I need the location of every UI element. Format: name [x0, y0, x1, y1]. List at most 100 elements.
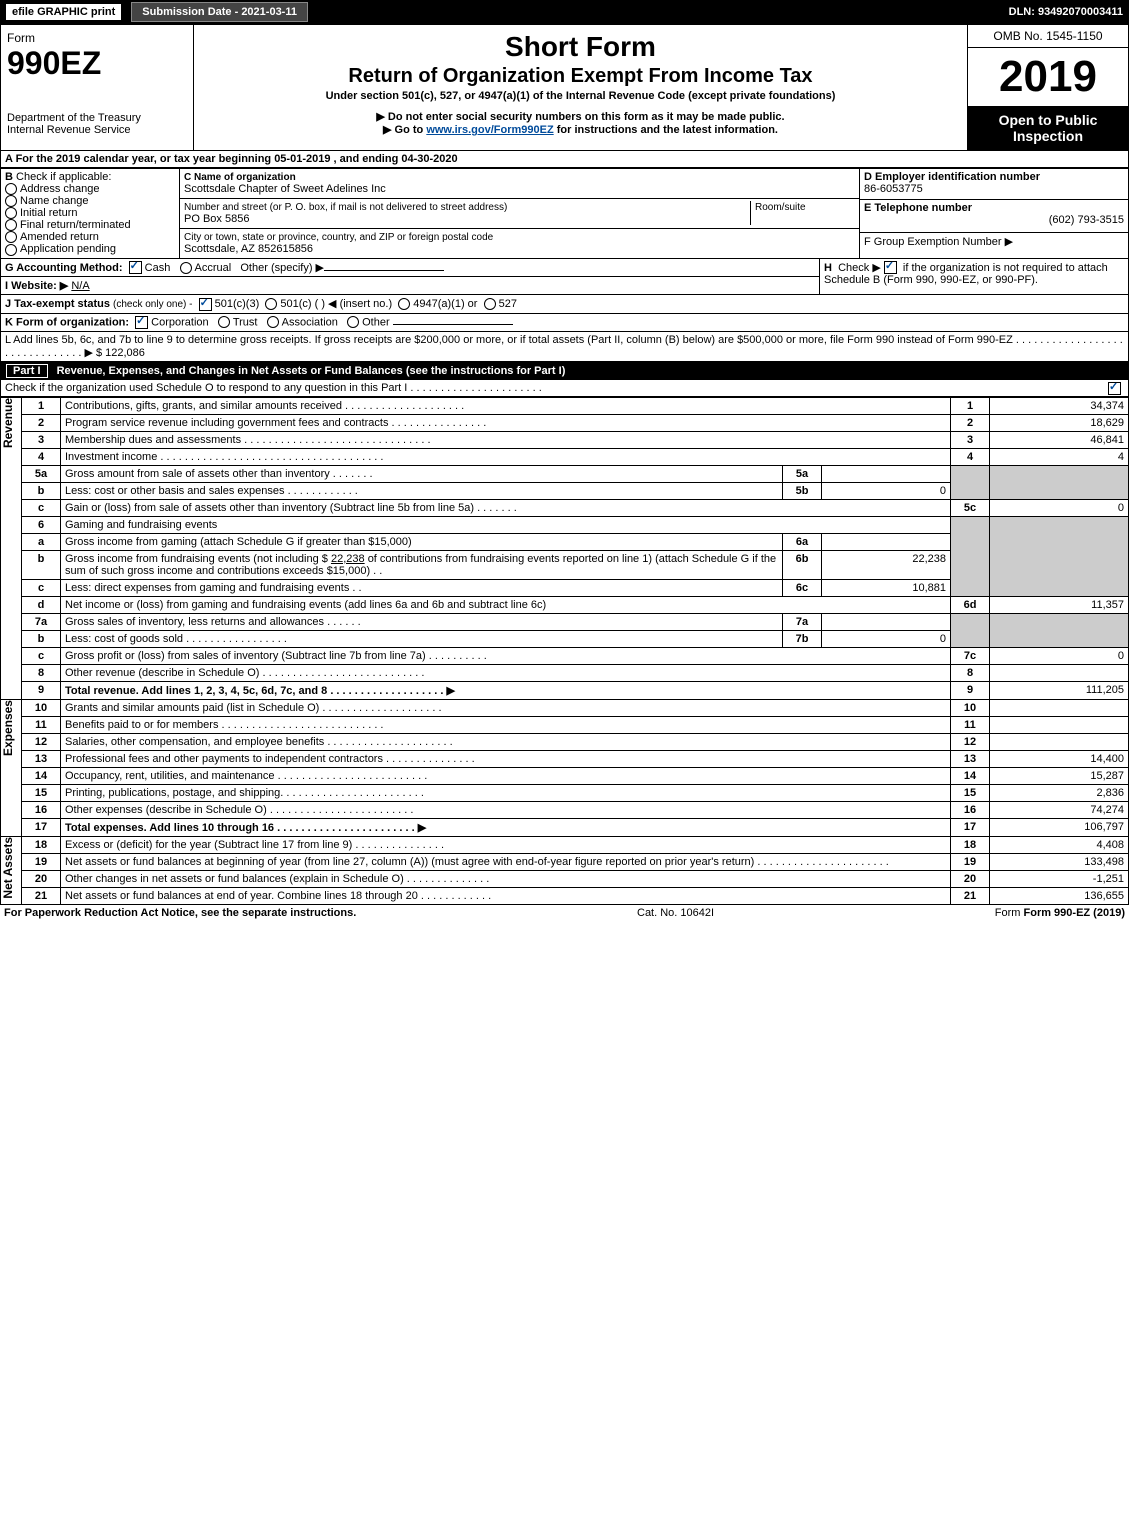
table-row: 4Investment income . . . . . . . . . . .… — [1, 448, 1129, 465]
table-row: Revenue 1 Contributions, gifts, grants, … — [1, 397, 1129, 414]
line6d-no: 6d — [951, 596, 990, 613]
line7b-no: 7b — [783, 630, 822, 647]
efile-label: efile GRAPHIC print — [6, 4, 121, 20]
part1-table: Revenue 1 Contributions, gifts, grants, … — [0, 397, 1129, 905]
under-section: Under section 501(c), 527, or 4947(a)(1)… — [204, 90, 957, 102]
checkbox-address-change[interactable] — [5, 183, 17, 195]
header-left: Form 990EZ Department of the Treasury In… — [1, 25, 194, 150]
street-address: PO Box 5856 — [184, 213, 249, 225]
table-row: Expenses 10Grants and similar amounts pa… — [1, 699, 1129, 716]
table-row: 21Net assets or fund balances at end of … — [1, 887, 1129, 904]
line18-no: 18 — [951, 836, 990, 853]
j-4947: 4947(a)(1) or — [413, 298, 477, 310]
checkbox-corporation[interactable] — [135, 316, 148, 329]
checkbox-other-org[interactable] — [347, 316, 359, 328]
table-row: 3Membership dues and assessments . . . .… — [1, 431, 1129, 448]
line17-no: 17 — [951, 818, 990, 836]
line20-val: -1,251 — [990, 870, 1129, 887]
checkbox-schedule-o[interactable] — [1108, 382, 1121, 395]
line2-desc: Program service revenue including govern… — [61, 414, 951, 431]
section-a-taxyear: A For the 2019 calendar year, or tax yea… — [0, 151, 1129, 168]
header-mid: Short Form Return of Organization Exempt… — [194, 25, 967, 150]
irs-link[interactable]: www.irs.gov/Form990EZ — [426, 124, 553, 136]
checkbox-4947[interactable] — [398, 298, 410, 310]
line11-desc: Benefits paid to or for members . . . . … — [61, 716, 951, 733]
checkbox-final-return[interactable] — [5, 219, 17, 231]
line11-no: 11 — [951, 716, 990, 733]
checkbox-accrual[interactable] — [180, 262, 192, 274]
line6b-no: 6b — [783, 550, 822, 579]
section-i: I Website: ▶ N/A — [1, 277, 820, 295]
k-association: Association — [282, 316, 338, 328]
line15-val: 2,836 — [990, 784, 1129, 801]
line7c-desc: Gross profit or (loss) from sales of inv… — [61, 647, 951, 664]
form-number: 990EZ — [7, 45, 187, 82]
opt-name-change: Name change — [20, 195, 89, 207]
table-row: 15Printing, publications, postage, and s… — [1, 784, 1129, 801]
table-row: 6Gaming and fundraising events — [1, 516, 1129, 533]
line18-desc: Excess or (deficit) for the year (Subtra… — [61, 836, 951, 853]
city-state-zip: Scottsdale, AZ 852615856 — [184, 243, 313, 255]
checkbox-application-pending[interactable] — [5, 244, 17, 256]
g-other-input[interactable] — [324, 270, 444, 271]
revenue-label: Revenue — [1, 398, 15, 448]
k-other-input[interactable] — [393, 324, 513, 325]
line3-val: 46,841 — [990, 431, 1129, 448]
goto-pre: ▶ Go to — [383, 124, 426, 136]
i-label: I Website: ▶ — [5, 280, 68, 292]
b-title: Check if applicable: — [16, 171, 111, 183]
g-accrual: Accrual — [195, 262, 232, 274]
line7a-val — [822, 613, 951, 630]
line21-val: 136,655 — [990, 887, 1129, 904]
checkbox-name-change[interactable] — [5, 195, 17, 207]
line14-no: 14 — [951, 767, 990, 784]
line11-val — [990, 716, 1129, 733]
line4-val: 4 — [990, 448, 1129, 465]
line5a-val — [822, 465, 951, 482]
line20-desc: Other changes in net assets or fund bala… — [61, 870, 951, 887]
checkbox-amended-return[interactable] — [5, 231, 17, 243]
line4-no: 4 — [951, 448, 990, 465]
table-row: 7aGross sales of inventory, less returns… — [1, 613, 1129, 630]
checkbox-initial-return[interactable] — [5, 207, 17, 219]
table-row: 2Program service revenue including gover… — [1, 414, 1129, 431]
short-form-title: Short Form — [204, 31, 957, 63]
line10-val — [990, 699, 1129, 716]
opt-address-change: Address change — [20, 183, 100, 195]
checkbox-527[interactable] — [484, 298, 496, 310]
submission-date-button[interactable]: Submission Date - 2021-03-11 — [131, 2, 308, 22]
do-not-ssn: ▶ Do not enter social security numbers o… — [204, 110, 957, 123]
goto-post: for instructions and the latest informat… — [557, 124, 778, 136]
checkbox-cash[interactable] — [129, 261, 142, 274]
k-other: Other — [362, 316, 390, 328]
line6b-pre: Gross income from fundraising events (no… — [65, 553, 331, 565]
part1-title: Revenue, Expenses, and Changes in Net As… — [57, 365, 566, 377]
header-right: OMB No. 1545-1150 2019 Open to Public In… — [967, 25, 1128, 150]
checkbox-501c[interactable] — [265, 298, 277, 310]
line6b-val: 22,238 — [822, 550, 951, 579]
line18-val: 4,408 — [990, 836, 1129, 853]
checkbox-501c3[interactable] — [199, 298, 212, 311]
ghijk-block: G Accounting Method: Cash Accrual Other … — [0, 259, 1129, 362]
checkbox-association[interactable] — [267, 316, 279, 328]
g-label: G Accounting Method: — [5, 262, 123, 274]
line12-val — [990, 733, 1129, 750]
table-row: 12Salaries, other compensation, and empl… — [1, 733, 1129, 750]
line5c-val: 0 — [990, 499, 1129, 516]
checkbox-schedule-b-not-required[interactable] — [884, 261, 897, 274]
part1-bar: Part I Revenue, Expenses, and Changes in… — [0, 362, 1129, 380]
line5b-desc: Less: cost or other basis and sales expe… — [61, 482, 783, 499]
dln: DLN: 93492070003411 — [1009, 6, 1123, 18]
line15-no: 15 — [951, 784, 990, 801]
irs-label: Internal Revenue Service — [7, 124, 187, 136]
c-label: C Name of organization — [184, 172, 296, 183]
table-row: 19Net assets or fund balances at beginni… — [1, 853, 1129, 870]
line19-desc: Net assets or fund balances at beginning… — [61, 853, 951, 870]
ein: 86-6053775 — [864, 183, 923, 195]
j-small: (check only one) - — [113, 299, 192, 310]
table-row: 14Occupancy, rent, utilities, and mainte… — [1, 767, 1129, 784]
line19-val: 133,498 — [990, 853, 1129, 870]
line5c-desc: Gain or (loss) from sale of assets other… — [61, 499, 951, 516]
checkbox-trust[interactable] — [218, 316, 230, 328]
line6a-desc: Gross income from gaming (attach Schedul… — [61, 533, 783, 550]
